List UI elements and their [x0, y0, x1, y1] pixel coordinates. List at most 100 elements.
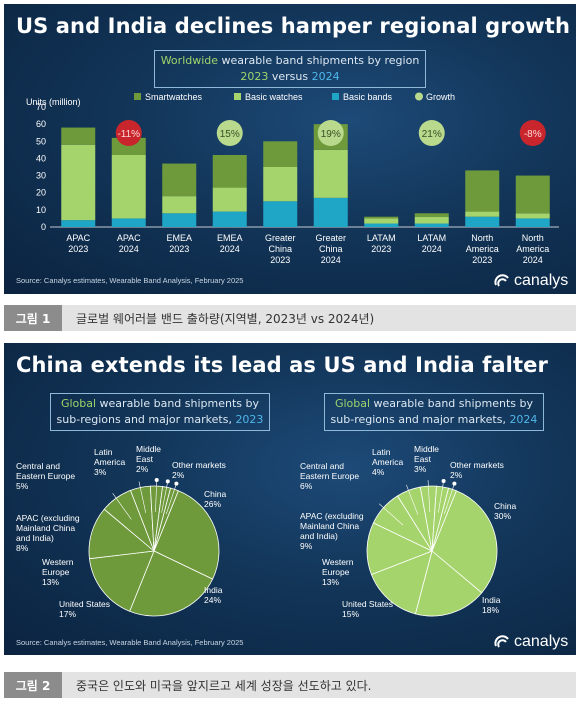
bar-1-series-1	[111, 155, 146, 219]
x-tick-label-2-1: 2023	[169, 244, 189, 254]
pie-2023-label-8-1: 2%	[172, 470, 185, 480]
figure-1-source: Source: Canalys estimates, Wearable Band…	[16, 276, 244, 285]
bar-8-series-2	[465, 170, 500, 212]
pie-2023-label-5-2: 5%	[16, 481, 29, 491]
x-tick-label-2-0: EMEA	[166, 233, 192, 243]
pie-2023-slice-2	[89, 550, 155, 612]
pie-2023-label-4-2: and India)	[16, 533, 54, 543]
pie-2024-title-accent: Global	[334, 397, 371, 410]
pie-2024-label-1-0: India	[482, 595, 501, 605]
pie-2023-label-8-0: Other markets	[172, 460, 226, 470]
subtitle-year-a: 2023	[240, 70, 269, 83]
figure-2-logo: canalys	[494, 633, 568, 651]
bar-2-series-0	[162, 213, 197, 227]
pie-2024-title-box: Global wearable band shipments by sub-re…	[324, 393, 544, 431]
bar-6-series-1	[364, 218, 399, 224]
pie-2023-leader-7	[161, 481, 169, 513]
pie-2024-label-7-0: Middle	[414, 444, 439, 454]
bar-chart: Units (million) 0 10 20 30 40 50 60 70 Smartwatch…	[26, 92, 559, 265]
x-tick-label-9-2: 2024	[523, 255, 543, 265]
growth-label-2: 19%	[321, 129, 341, 140]
bar-9-series-0	[515, 218, 550, 227]
growth-label-4: -8%	[524, 129, 542, 140]
y-tick-label-4: 40	[36, 153, 46, 163]
bar-1-series-0	[111, 218, 146, 227]
figure-2-caption-text: 중국은 인도와 미국을 앞지르고 세계 성장을 선도하고 있다.	[76, 678, 372, 693]
bar-7-series-1	[414, 216, 449, 224]
y-tick-label-0: 0	[41, 222, 46, 232]
bar-8-series-1	[465, 211, 500, 217]
pie-2024-label-8-1: 2%	[450, 470, 463, 480]
subtitle-mid: versus	[268, 70, 312, 83]
y-tick-label-2: 20	[36, 188, 46, 198]
pie-2024-slice-1	[414, 550, 483, 617]
pie-2024-label-1-1: 18%	[482, 605, 499, 615]
legend-label-growth: Growth	[426, 92, 455, 102]
bar-3-series-1	[212, 187, 247, 212]
x-tick-label-7-1: 2024	[422, 244, 442, 254]
pie-2023-title-accent: Global	[60, 397, 97, 410]
pie-2024-label-4-2: and India)	[300, 531, 338, 541]
subtitle-accent: Worldwide	[160, 54, 219, 67]
x-tick-label-0-0: APAC	[66, 233, 90, 243]
bar-4-series-2	[263, 141, 298, 167]
pie-2024-title-rest: wearable band shipments by	[370, 397, 534, 410]
pie-2023-label-6-2: 3%	[94, 467, 107, 477]
x-tick-label-4-2: 2023	[270, 255, 290, 265]
pie-2023-label-5-0: Central and	[16, 461, 60, 471]
x-tick-label-4-0: Greater	[265, 233, 296, 243]
pie-2024-label-6-0: Latin	[372, 447, 391, 457]
legend-swatch-growth	[415, 92, 423, 101]
figure-1-caption: 그림 1 글로벌 웨어러블 밴드 출하량(지역별, 2023년 vs 2024년…	[4, 305, 576, 331]
pie-2024-label-2-0: United States	[342, 599, 393, 609]
bar-2-series-2	[162, 163, 197, 197]
legend-swatch-2	[332, 93, 339, 100]
pie-2024-label-3-1: Europe	[322, 567, 350, 577]
pie-2023-label-4-3: 8%	[16, 543, 29, 553]
pie-2023-label-7-0: Middle	[136, 444, 161, 454]
pie-2023-label-3-0: Western	[42, 557, 74, 567]
pie-2024-label-8-0: Other markets	[450, 460, 504, 470]
pie-2023-leader-5	[138, 481, 147, 513]
x-tick-label-0-1: 2023	[68, 244, 88, 254]
figure-2-title: China extends its lead as US and India f…	[16, 353, 548, 377]
x-tick-label-5-2: 2024	[321, 255, 341, 265]
bar-9-series-1	[515, 213, 550, 219]
bar-4-series-0	[263, 201, 298, 227]
pie-2024-label-5-1: Eastern Europe	[300, 471, 359, 481]
pie-2024-leader-8	[444, 483, 455, 515]
x-tick-label-7-0: LATAM	[417, 233, 446, 243]
figure-1-logo-text: canalys	[514, 272, 569, 289]
pie-2023-dot-7	[165, 479, 170, 484]
pie-2024-leader-5	[406, 484, 419, 515]
y-tick-label-5: 50	[36, 136, 46, 146]
pie-2024-title-year: 2024	[509, 413, 538, 426]
figure-1-logo: canalys	[494, 272, 568, 290]
pie-2024-slice-0	[431, 490, 498, 594]
pie-2023-label-2-0: United States	[59, 599, 110, 609]
pie-2023-slice-0	[153, 490, 220, 580]
figure-1-title: US and India declines hamper regional gr…	[16, 14, 570, 38]
figure-2-logo-text: canalys	[514, 633, 569, 650]
x-tick-label-8-2: 2023	[472, 255, 492, 265]
legend-swatch-0	[134, 93, 141, 100]
x-tick-label-3-0: EMEA	[217, 233, 243, 243]
figure-2-source: Source: Canalys estimates, Wearable Band…	[16, 638, 244, 647]
subtitle-year-b: 2024	[311, 70, 340, 83]
figure-2-caption-label: 그림 2	[4, 672, 62, 698]
growth-label-3: 21%	[422, 129, 442, 140]
pie-2023-label-6-0: Latin	[94, 447, 113, 457]
pie-2023-label-6-1: America	[94, 457, 125, 467]
y-tick-label-6: 60	[36, 119, 46, 129]
growth-bubble-3	[418, 120, 445, 146]
pie-2024-label-6-1: America	[372, 457, 403, 467]
bar-0-series-2	[61, 127, 96, 145]
legend-swatch-1	[234, 93, 241, 100]
bar-8-series-0	[465, 216, 500, 227]
growth-label-1: 15%	[220, 129, 240, 140]
x-tick-label-6-1: 2023	[371, 244, 391, 254]
pie-2024-dot-8	[452, 481, 457, 486]
figure-1-subtitle-box: Worldwide wearable band shipments by reg…	[154, 50, 426, 88]
pie-2023-leader-4	[112, 493, 132, 520]
legend-label-1: Basic watches	[245, 92, 303, 102]
